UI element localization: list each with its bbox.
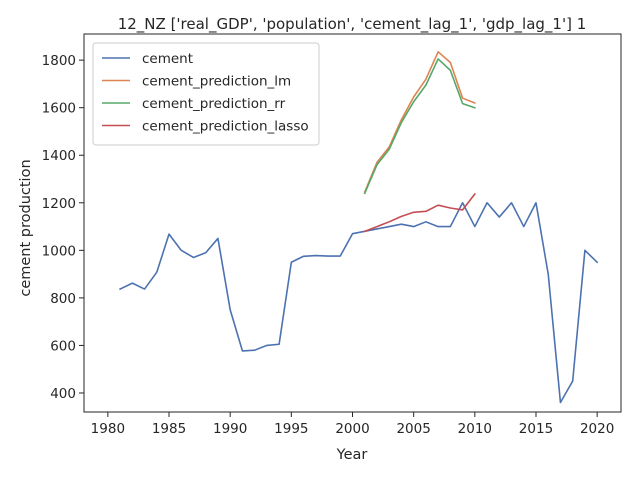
x-tick-label: 2000 [335, 421, 369, 437]
x-tick-label: 1985 [152, 421, 186, 437]
x-tick-label: 2020 [580, 421, 614, 437]
y-axis: 400 600 800 1000 1200 1400 1600 1800 [42, 53, 84, 402]
y-tick-label: 1400 [42, 148, 76, 164]
x-axis: 1980 1985 1990 1995 2000 2005 2010 2015 2020 [91, 412, 614, 437]
y-tick-label: 1200 [42, 196, 76, 212]
legend-box [92, 42, 320, 146]
x-tick-label: 1980 [91, 421, 125, 437]
y-axis-label: cement production [18, 159, 34, 296]
y-tick-label: 600 [50, 338, 76, 354]
y-tick-label: 400 [50, 386, 76, 402]
y-tick-label: 800 [50, 291, 76, 307]
legend-label: cement_prediction_rr [142, 96, 286, 112]
series-line-cement-prediction-rr [363, 58, 476, 195]
x-tick-label: 2015 [519, 421, 553, 437]
y-tick-label: 1000 [42, 243, 76, 259]
x-tick-label: 1990 [213, 421, 247, 437]
x-axis-label: Year [336, 447, 368, 463]
series-layer [119, 51, 599, 404]
y-tick-label: 1800 [42, 53, 76, 69]
legend: cement cement_prediction_lm cement_predict… [92, 42, 320, 146]
chart-title: 12_NZ ['real_GDP', 'population', 'cement… [118, 15, 587, 34]
y-tick-label: 1600 [42, 101, 76, 117]
x-tick-label: 2010 [458, 421, 492, 437]
legend-label: cement_prediction_lasso [142, 119, 309, 135]
series-line-cement [119, 201, 599, 404]
legend-label: cement [142, 51, 193, 67]
legend-label: cement_prediction_lm [142, 74, 291, 90]
x-tick-label: 1995 [274, 421, 308, 437]
series-line-cement-prediction-lasso [363, 192, 476, 233]
series-line-cement-prediction-lm [363, 51, 476, 194]
x-tick-label: 2005 [396, 421, 430, 437]
